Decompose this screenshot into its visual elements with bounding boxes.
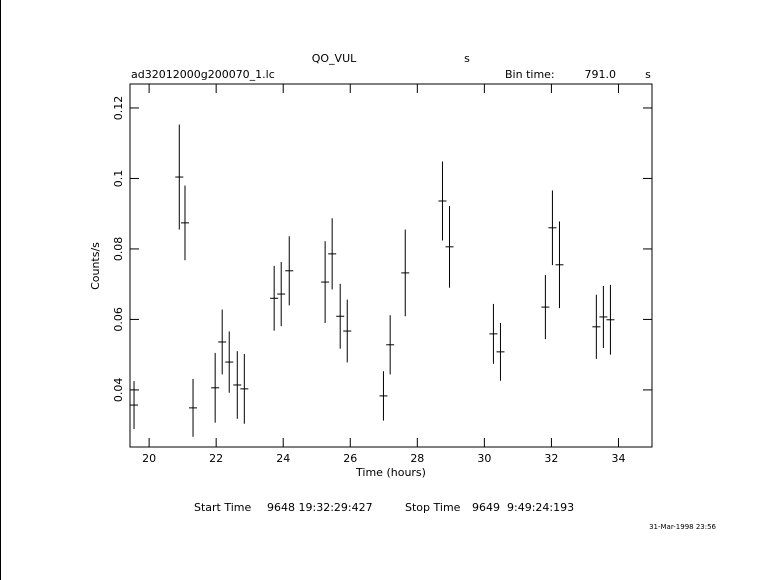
y-tick-label: 0.04 (112, 378, 125, 403)
data-point (270, 265, 279, 331)
x-tick-label: 20 (142, 452, 156, 465)
date-stamp: 31-Mar-1998 23:56 (649, 523, 716, 531)
data-point (599, 285, 608, 348)
bin-unit: s (645, 68, 651, 81)
data-point (189, 378, 198, 437)
data-point (336, 283, 345, 349)
plot-frame (129, 83, 653, 448)
x-tick-label: 30 (477, 452, 491, 465)
data-point (321, 241, 330, 323)
stop-value: 9649 9:49:24:193 (472, 501, 574, 514)
title-unit: s (464, 52, 470, 65)
data-point (489, 303, 498, 364)
x-tick-label: 28 (410, 452, 424, 465)
bin-value: 791.0 (585, 68, 617, 81)
data-point (175, 124, 184, 230)
data-point (285, 236, 294, 306)
x-tick-label: 26 (343, 452, 357, 465)
x-axis-label: Time (hours) (355, 466, 426, 479)
data-point (180, 185, 189, 261)
data-point (328, 218, 337, 290)
data-point (225, 331, 234, 393)
data-point (445, 205, 454, 288)
y-tick-label: 0.06 (112, 307, 125, 332)
y-tick-label: 0.1 (112, 170, 125, 188)
chart-title: QO_VUL (312, 52, 357, 65)
stop-label: Stop Time (405, 501, 461, 514)
start-value: 9648 19:32:29:427 (267, 501, 373, 514)
data-point (496, 322, 505, 381)
bin-label: Bin time: (505, 68, 555, 81)
y-tick-label: 0.12 (112, 96, 125, 121)
data-point (130, 381, 139, 430)
data-point (379, 371, 388, 421)
data-point (606, 284, 615, 355)
data-point (233, 351, 242, 419)
x-tick-label: 24 (276, 452, 290, 465)
data-point (240, 353, 249, 424)
y-axis-label: Counts/s (89, 242, 102, 290)
data-point (343, 299, 352, 363)
data-point (555, 221, 564, 309)
data-point (218, 309, 227, 375)
data-point (548, 190, 557, 266)
data-point (386, 315, 395, 375)
data-point (401, 229, 410, 317)
x-tick-label: 34 (611, 452, 625, 465)
start-label: Start Time (194, 501, 252, 514)
data-point (438, 161, 447, 241)
data-point (211, 352, 220, 423)
data-point (541, 275, 550, 340)
data-point (277, 261, 286, 327)
x-tick-label: 22 (209, 452, 223, 465)
y-tick-label: 0.08 (112, 237, 125, 261)
x-tick-label: 32 (544, 452, 558, 465)
data-point (592, 294, 601, 359)
subtitle: ad32012000g200070_1.lc (131, 68, 275, 81)
